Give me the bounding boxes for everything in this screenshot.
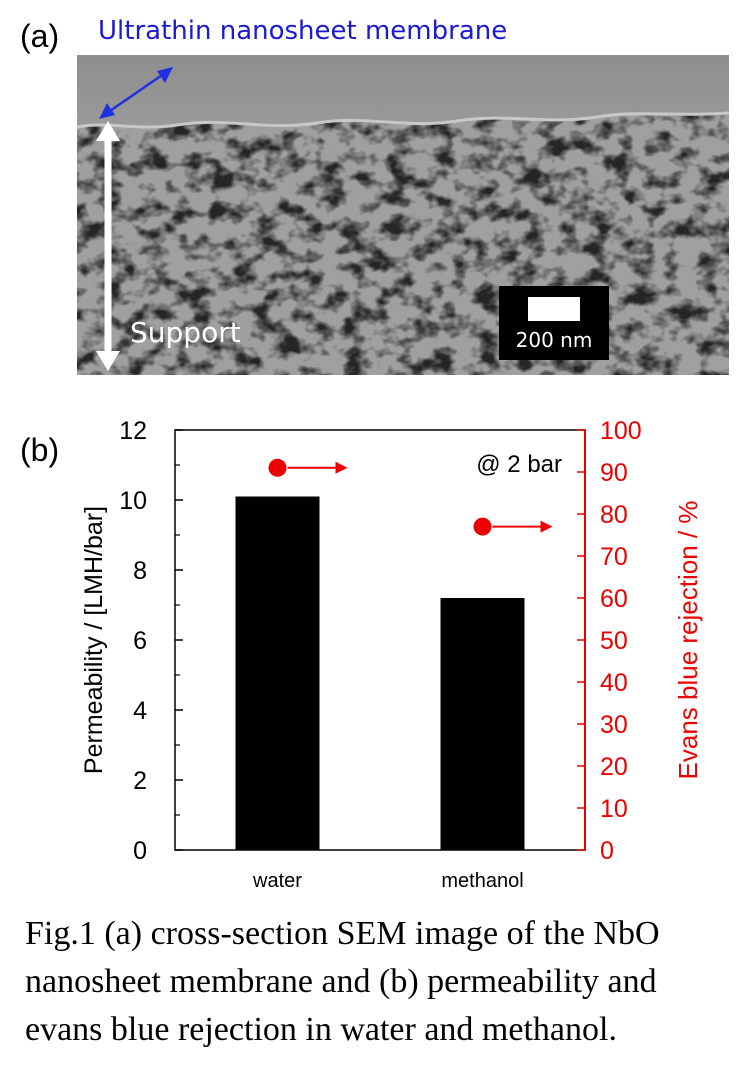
panel-b-label: (b): [20, 432, 60, 468]
membrane-thickness-arrow: [99, 67, 173, 119]
category-labels: water methanol: [252, 870, 524, 892]
sem-texture: [77, 55, 729, 375]
right-axis: 0 10 20 30 40 50 60 70 80 90 100: [577, 417, 642, 865]
y2-tick-label: 60: [600, 585, 628, 613]
y-tick-label: 12: [119, 417, 147, 445]
support-label: Support: [130, 316, 241, 349]
y2-tick-label: 0: [600, 837, 614, 865]
arrow-head: [540, 520, 553, 533]
bar: [440, 598, 525, 850]
bar: [235, 496, 320, 850]
y2-tick-label: 30: [600, 711, 628, 739]
category-label: methanol: [441, 870, 523, 892]
rejection-point: [268, 458, 287, 477]
y2-axis-label: Evans blue rejection / %: [673, 501, 703, 780]
bars: [235, 496, 525, 850]
y-axis-label: Permeability / [LMH/bar]: [80, 506, 108, 774]
y-tick-label: 2: [133, 767, 147, 795]
y2-tick-label: 90: [600, 459, 628, 487]
bar-chart: 0 2 4 6 8 10 12 0 10 20 30 40 50 60 70 80 90 100 water me…: [80, 417, 703, 892]
y-tick-label: 4: [133, 697, 147, 725]
caption-line: Fig.1 (a) cross-section SEM image of the…: [25, 915, 660, 952]
rejection-point: [473, 517, 492, 536]
sem-image: [77, 55, 729, 375]
panel-a-label: (a): [20, 18, 60, 54]
y2-tick-label: 100: [600, 417, 642, 445]
membrane-label: Ultrathin nanosheet membrane: [98, 16, 508, 46]
y2-tick-label: 10: [600, 795, 628, 823]
y-tick-label: 0: [133, 837, 147, 865]
scale-bar: 200 nm: [499, 286, 609, 360]
rejection-markers: [268, 458, 553, 536]
caption-line: evans blue rejection in water and methan…: [25, 1011, 617, 1048]
y2-tick-label: 50: [600, 627, 628, 655]
y-tick-label: 6: [133, 627, 147, 655]
y-tick-label: 8: [133, 557, 147, 585]
arrow-head: [335, 461, 348, 474]
y-tick-label: 10: [119, 487, 147, 515]
y2-tick-label: 80: [600, 501, 628, 529]
pressure-annotation: @ 2 bar: [476, 451, 562, 478]
scale-bar-line: [528, 297, 580, 321]
scale-bar-label: 200 nm: [515, 328, 593, 352]
y2-tick-label: 20: [600, 753, 628, 781]
figure-caption: Fig.1 (a) cross-section SEM image of the…: [25, 910, 745, 1054]
left-axis: 0 2 4 6 8 10 12: [119, 417, 183, 865]
caption-line: nanosheet membrane and (b) permeability …: [25, 963, 657, 1000]
category-label: water: [252, 870, 302, 892]
y2-tick-label: 40: [600, 669, 628, 697]
support-thickness-arrow: [96, 121, 120, 371]
y2-tick-label: 70: [600, 543, 628, 571]
